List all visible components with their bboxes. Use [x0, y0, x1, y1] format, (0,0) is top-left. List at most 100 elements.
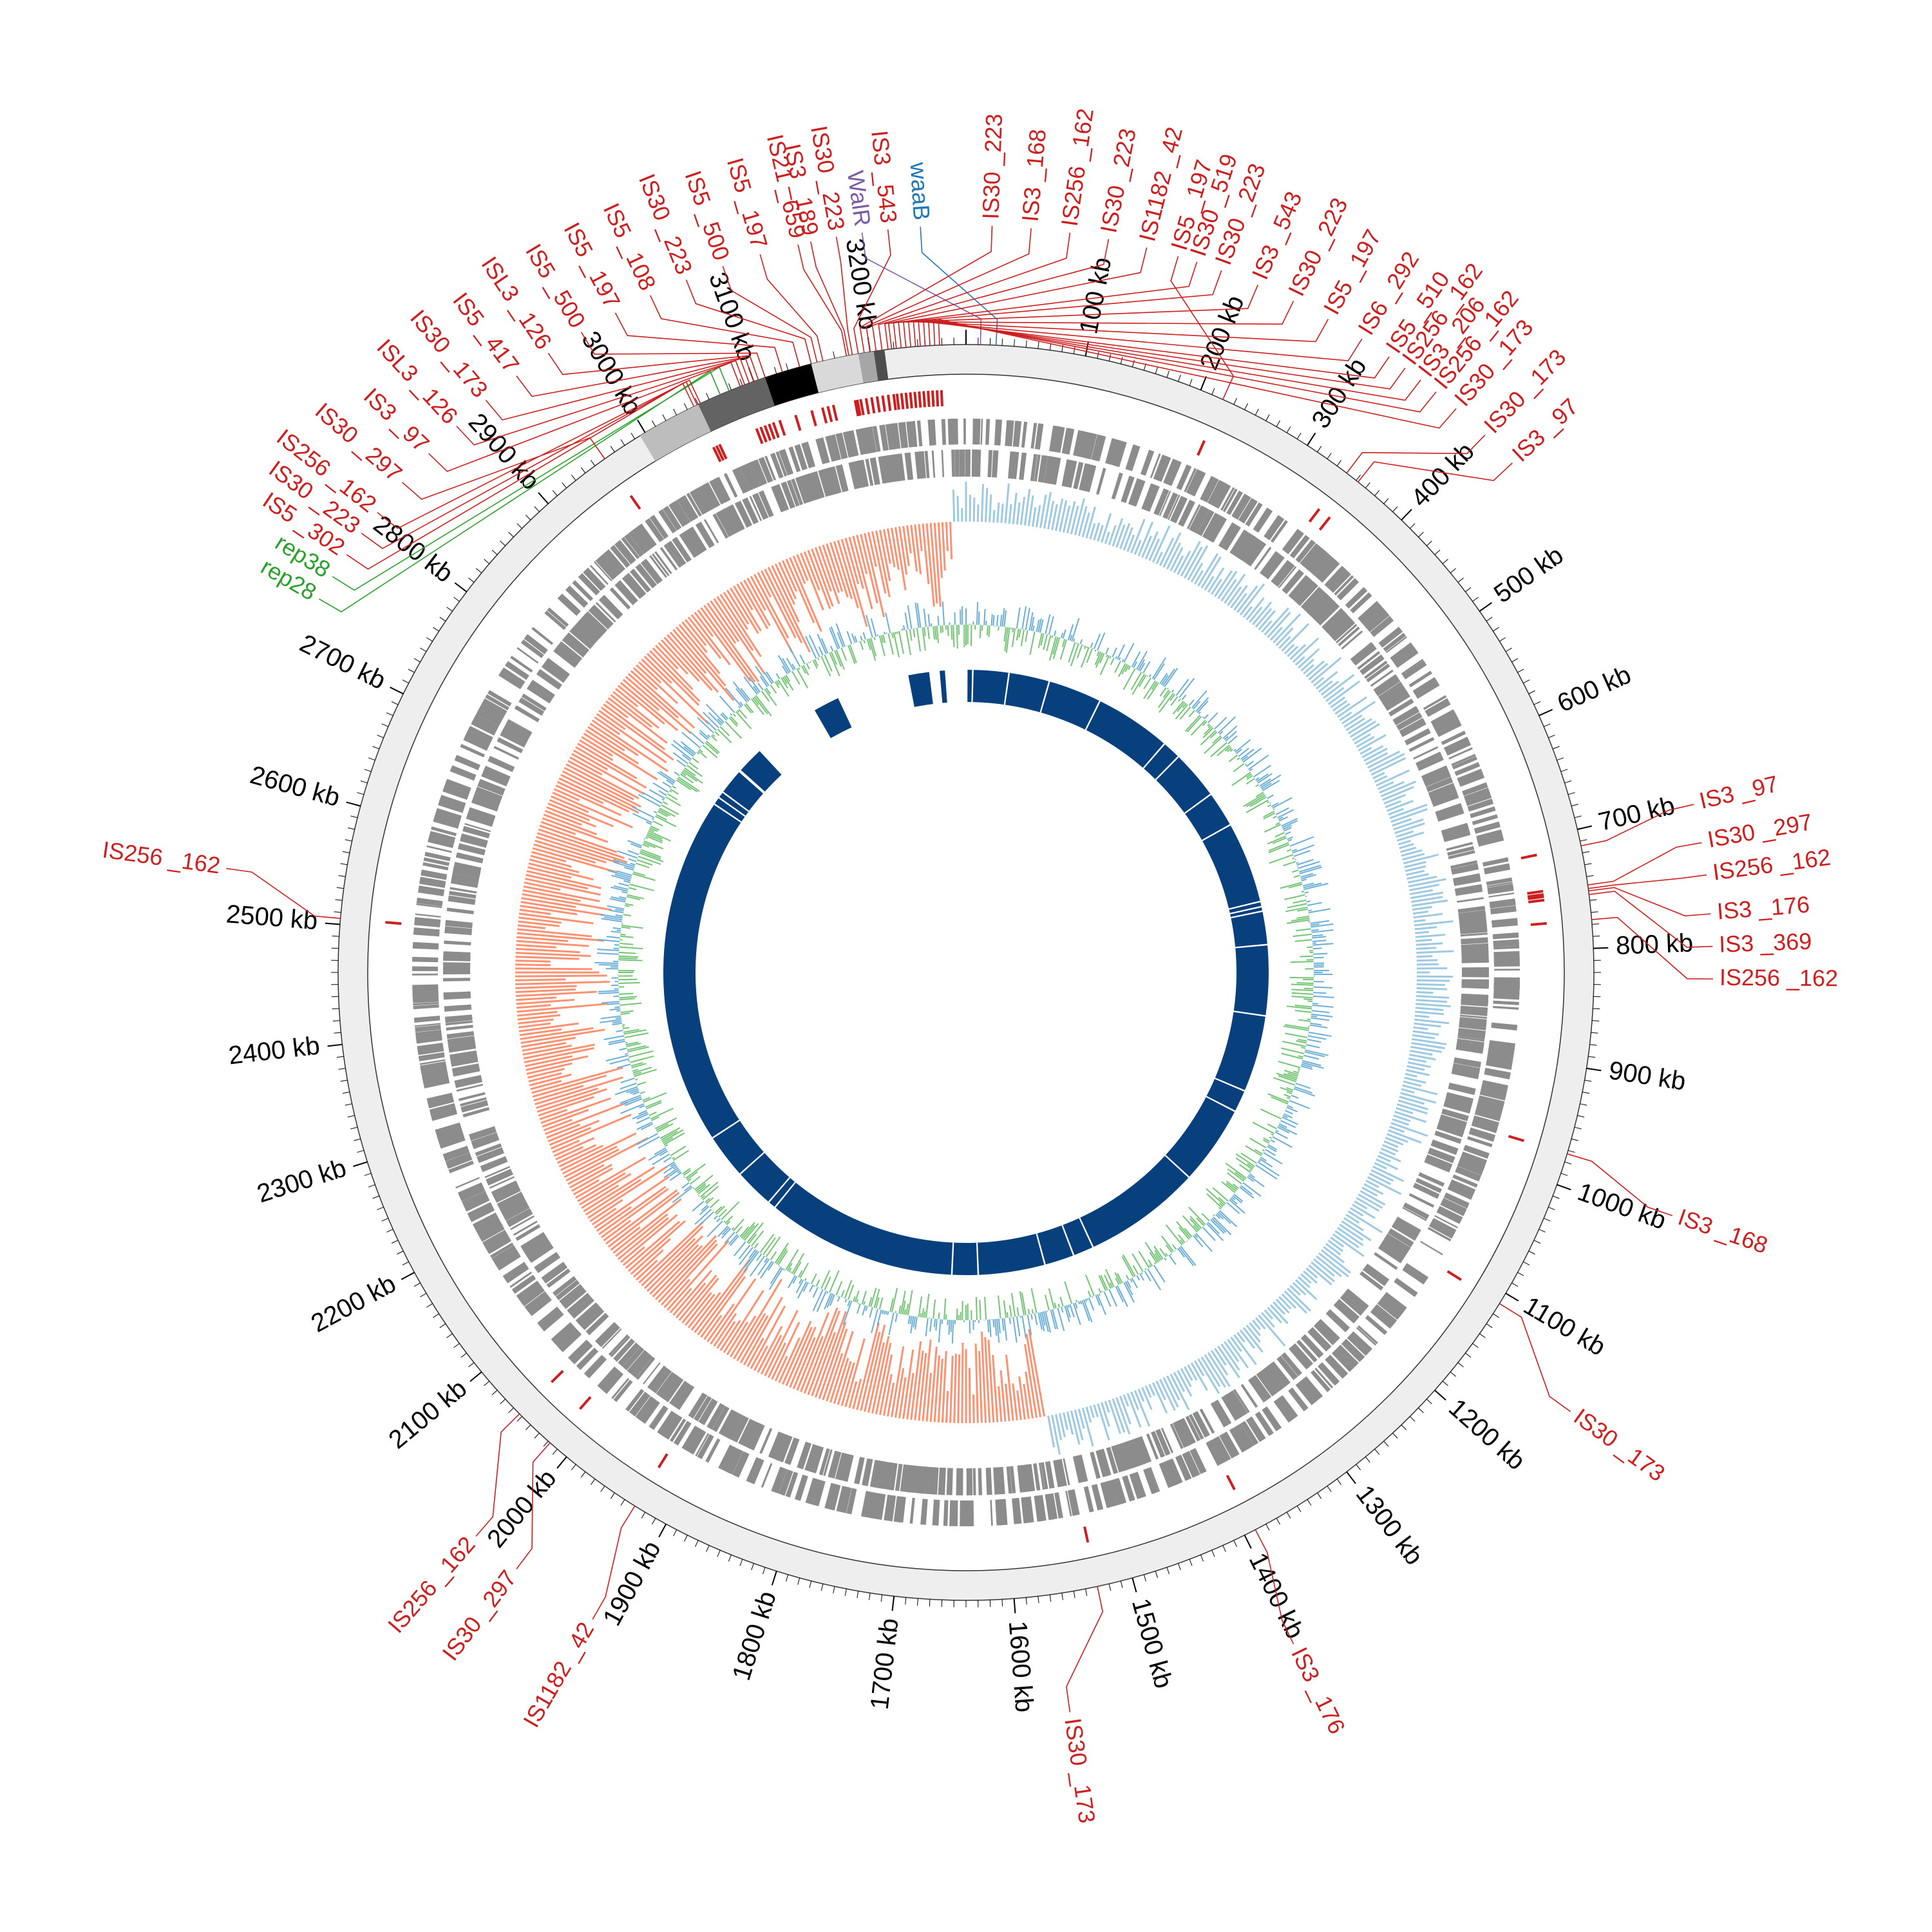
gene-mark	[1051, 426, 1061, 453]
minor-tick	[1392, 1432, 1398, 1439]
region-block	[858, 351, 878, 383]
minor-tick	[354, 1138, 361, 1141]
minor-tick	[844, 1589, 847, 1596]
gene-mark	[1489, 1040, 1515, 1048]
minor-tick	[413, 658, 421, 663]
gene-mark	[1491, 1022, 1518, 1028]
minor-tick	[468, 1362, 475, 1368]
gene-mark	[871, 1492, 882, 1519]
gene-mark	[1390, 642, 1415, 663]
gene-mark	[413, 1016, 440, 1023]
gene-mark	[1415, 681, 1439, 697]
is-mark	[913, 392, 918, 408]
gene-mark	[823, 1449, 832, 1476]
gene-mark	[818, 437, 830, 464]
gene-mark	[538, 1309, 560, 1327]
gene-mark	[791, 478, 804, 506]
gene-mark	[1176, 464, 1192, 491]
minor-tick	[1255, 408, 1259, 415]
gene-mark	[890, 455, 896, 482]
feature-leader-line	[797, 244, 848, 356]
minor-tick	[1505, 647, 1512, 652]
homology-gap	[1184, 793, 1211, 814]
gene-mark	[417, 1043, 444, 1054]
gene-mark	[1423, 695, 1447, 710]
gene-mark	[1493, 993, 1520, 1000]
gene-mark	[1150, 453, 1161, 478]
gene-mark	[412, 973, 439, 976]
gene-mark	[422, 862, 449, 871]
gene-mark	[460, 1100, 489, 1113]
gene-mark	[597, 1324, 620, 1347]
gene-mark	[669, 1381, 690, 1407]
gene-mark	[451, 875, 479, 885]
minor-tick	[1108, 1584, 1112, 1591]
gene-mark	[649, 555, 667, 578]
gene-mark	[1481, 1080, 1508, 1092]
gene-mark	[1281, 1352, 1302, 1377]
gene-mark	[1444, 737, 1469, 752]
gene-mark	[589, 565, 609, 585]
minor-tick	[1222, 1545, 1226, 1552]
gene-mark	[1205, 514, 1222, 540]
gene-mark	[412, 942, 439, 950]
is-mark	[895, 393, 900, 410]
gene-mark	[1121, 475, 1135, 504]
gene-mark	[1211, 517, 1227, 543]
gene-mark	[1063, 1458, 1070, 1486]
homology-gap	[768, 1177, 791, 1203]
gene-mark	[1490, 905, 1517, 914]
gene-mark	[615, 580, 638, 605]
minor-tick	[543, 1441, 549, 1447]
gene-mark	[947, 419, 955, 445]
gene-mark	[758, 490, 774, 518]
minor-tick	[357, 1150, 365, 1153]
gene-mark	[506, 719, 532, 737]
gene-mark	[1478, 1095, 1505, 1108]
major-tick	[1586, 1067, 1602, 1072]
minor-tick	[1533, 701, 1541, 705]
gene-mark	[1383, 632, 1406, 652]
minor-tick	[1582, 851, 1590, 853]
gene-mark	[1401, 658, 1424, 675]
gene-mark	[854, 1457, 865, 1484]
gene-mark	[1452, 1175, 1478, 1188]
gene-mark	[1306, 549, 1327, 573]
minor-tick	[1511, 1282, 1519, 1287]
gene-mark	[1111, 472, 1122, 499]
gene-mark	[463, 737, 488, 751]
gene-mark	[440, 795, 466, 806]
gene-mark	[531, 679, 555, 697]
gene-mark	[710, 479, 726, 504]
minor-tick	[1374, 490, 1380, 497]
gene-mark	[988, 1468, 992, 1495]
gene-mark	[1334, 1347, 1357, 1370]
gene-mark	[990, 1500, 993, 1526]
gene-mark	[673, 537, 692, 562]
region-blocks	[639, 350, 889, 462]
minor-tick	[439, 616, 446, 621]
gene-mark	[517, 1282, 542, 1303]
minor-tick	[1442, 558, 1448, 564]
gene-mark	[1439, 1206, 1463, 1219]
minor-tick	[797, 1578, 800, 1585]
major-tick	[1557, 1184, 1571, 1191]
gene-mark	[1083, 432, 1094, 459]
gene-mark	[474, 1215, 499, 1231]
gene-mark	[1409, 737, 1435, 752]
gene-mark	[1332, 620, 1354, 639]
gene-mark	[1255, 509, 1273, 533]
minor-tick	[1552, 746, 1560, 750]
feature-leader-line	[319, 370, 721, 612]
gc-skew-track	[515, 481, 1454, 1455]
gene-mark	[1300, 586, 1324, 611]
gene-mark	[712, 1406, 730, 1432]
homology-gap	[1215, 1077, 1245, 1092]
gene-mark	[1345, 587, 1368, 609]
gene-mark	[482, 1229, 506, 1244]
gene-mark	[1331, 1350, 1353, 1372]
minor-tick	[368, 1184, 375, 1188]
minor-tick	[739, 379, 743, 386]
minor-tick	[1450, 1371, 1457, 1377]
gene-mark	[1448, 850, 1475, 859]
